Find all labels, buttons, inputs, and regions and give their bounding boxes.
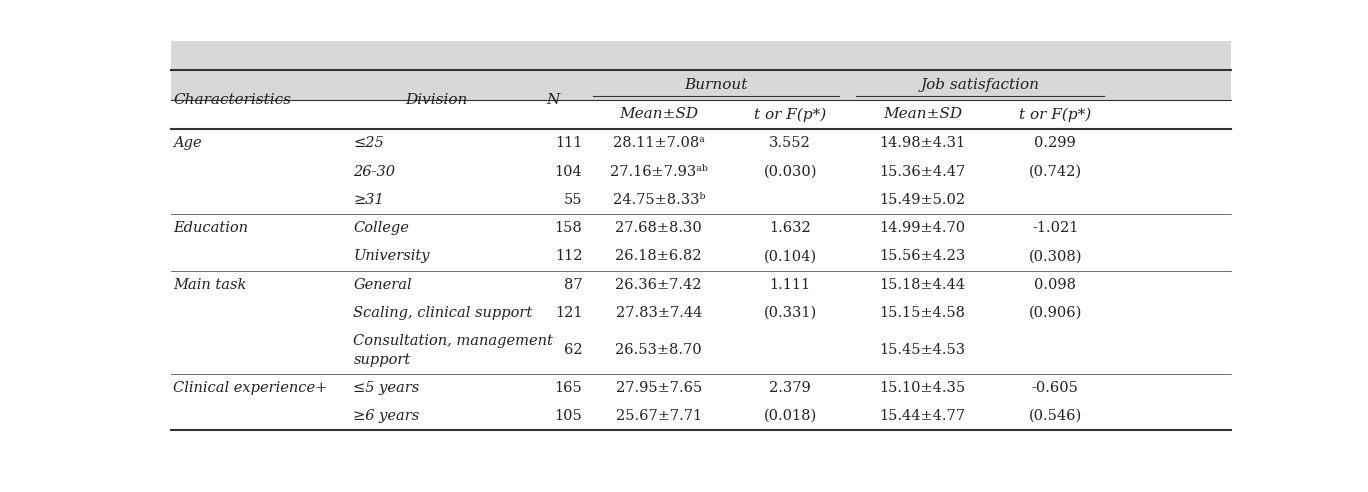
Text: t or F(p*): t or F(p*) xyxy=(754,107,826,122)
Text: 26.18±6.82: 26.18±6.82 xyxy=(616,249,702,263)
Text: 15.44±4.77: 15.44±4.77 xyxy=(880,409,966,423)
Text: 25.67±7.71: 25.67±7.71 xyxy=(616,409,702,423)
Text: 27.95±7.65: 27.95±7.65 xyxy=(616,381,702,395)
Text: -1.021: -1.021 xyxy=(1031,221,1078,235)
Bar xyxy=(171,41,1231,100)
Text: 15.10±4.35: 15.10±4.35 xyxy=(880,381,966,395)
Text: 27.83±7.44: 27.83±7.44 xyxy=(616,306,702,320)
Text: Mean±SD: Mean±SD xyxy=(620,107,698,122)
Text: Mean±SD: Mean±SD xyxy=(884,107,962,122)
Text: 2.379: 2.379 xyxy=(769,381,811,395)
Text: 26.36±7.42: 26.36±7.42 xyxy=(616,277,702,292)
Text: (0.742): (0.742) xyxy=(1029,164,1082,179)
Text: t or F(p*): t or F(p*) xyxy=(1019,107,1092,122)
Text: 15.18±4.44: 15.18±4.44 xyxy=(880,277,966,292)
Text: (0.104): (0.104) xyxy=(763,249,817,263)
Text: 15.56±4.23: 15.56±4.23 xyxy=(880,249,966,263)
Text: 15.15±4.58: 15.15±4.58 xyxy=(880,306,966,320)
Text: Division: Division xyxy=(405,92,468,107)
Text: 165: 165 xyxy=(554,381,583,395)
Text: 15.45±4.53: 15.45±4.53 xyxy=(880,343,966,357)
Text: N: N xyxy=(546,92,560,107)
Text: 14.99±4.70: 14.99±4.70 xyxy=(880,221,966,235)
Text: Burnout: Burnout xyxy=(684,78,748,92)
Text: 26-30: 26-30 xyxy=(353,164,395,179)
Text: ≥6 years: ≥6 years xyxy=(353,409,420,423)
Text: Consultation, management: Consultation, management xyxy=(353,334,553,348)
Text: Job satisfaction: Job satisfaction xyxy=(921,78,1040,92)
Text: 1.111: 1.111 xyxy=(770,277,811,292)
Text: 111: 111 xyxy=(555,136,583,150)
Text: 27.68±8.30: 27.68±8.30 xyxy=(616,221,702,235)
Text: Education: Education xyxy=(174,221,248,235)
Text: (0.018): (0.018) xyxy=(763,409,817,423)
Text: 158: 158 xyxy=(554,221,583,235)
Text: ≥31: ≥31 xyxy=(353,193,384,207)
Text: -0.605: -0.605 xyxy=(1031,381,1078,395)
Text: (0.546): (0.546) xyxy=(1029,409,1082,423)
Text: College: College xyxy=(353,221,409,235)
Text: (0.308): (0.308) xyxy=(1029,249,1082,263)
Text: ≤5 years: ≤5 years xyxy=(353,381,420,395)
Text: 87: 87 xyxy=(564,277,583,292)
Text: 15.49±5.02: 15.49±5.02 xyxy=(880,193,966,207)
Text: 27.16±7.93ᵃᵇ: 27.16±7.93ᵃᵇ xyxy=(610,164,707,179)
Text: Characteristics: Characteristics xyxy=(174,92,291,107)
Text: 62: 62 xyxy=(564,343,583,357)
Text: University: University xyxy=(353,249,430,263)
Text: 105: 105 xyxy=(554,409,583,423)
Text: (0.030): (0.030) xyxy=(763,164,817,179)
Text: 15.36±4.47: 15.36±4.47 xyxy=(880,164,966,179)
Text: Scaling, clinical support: Scaling, clinical support xyxy=(353,306,532,320)
Text: 24.75±8.33ᵇ: 24.75±8.33ᵇ xyxy=(613,193,705,207)
Text: 28.11±7.08ᵃ: 28.11±7.08ᵃ xyxy=(613,136,705,150)
Text: 26.53±8.70: 26.53±8.70 xyxy=(616,343,702,357)
Text: 112: 112 xyxy=(555,249,583,263)
Text: Main task: Main task xyxy=(174,277,246,292)
Text: 1.632: 1.632 xyxy=(769,221,811,235)
Text: 55: 55 xyxy=(564,193,583,207)
Text: Clinical experience+: Clinical experience+ xyxy=(174,381,327,395)
Text: 3.552: 3.552 xyxy=(769,136,811,150)
Text: 104: 104 xyxy=(554,164,583,179)
Text: ≤25: ≤25 xyxy=(353,136,384,150)
Text: 0.299: 0.299 xyxy=(1034,136,1077,150)
Text: 14.98±4.31: 14.98±4.31 xyxy=(880,136,966,150)
Text: 121: 121 xyxy=(555,306,583,320)
Text: (0.906): (0.906) xyxy=(1029,306,1082,320)
Text: (0.331): (0.331) xyxy=(763,306,817,320)
Text: 0.098: 0.098 xyxy=(1034,277,1077,292)
Text: General: General xyxy=(353,277,412,292)
Text: Age: Age xyxy=(174,136,201,150)
Text: support: support xyxy=(353,353,410,367)
